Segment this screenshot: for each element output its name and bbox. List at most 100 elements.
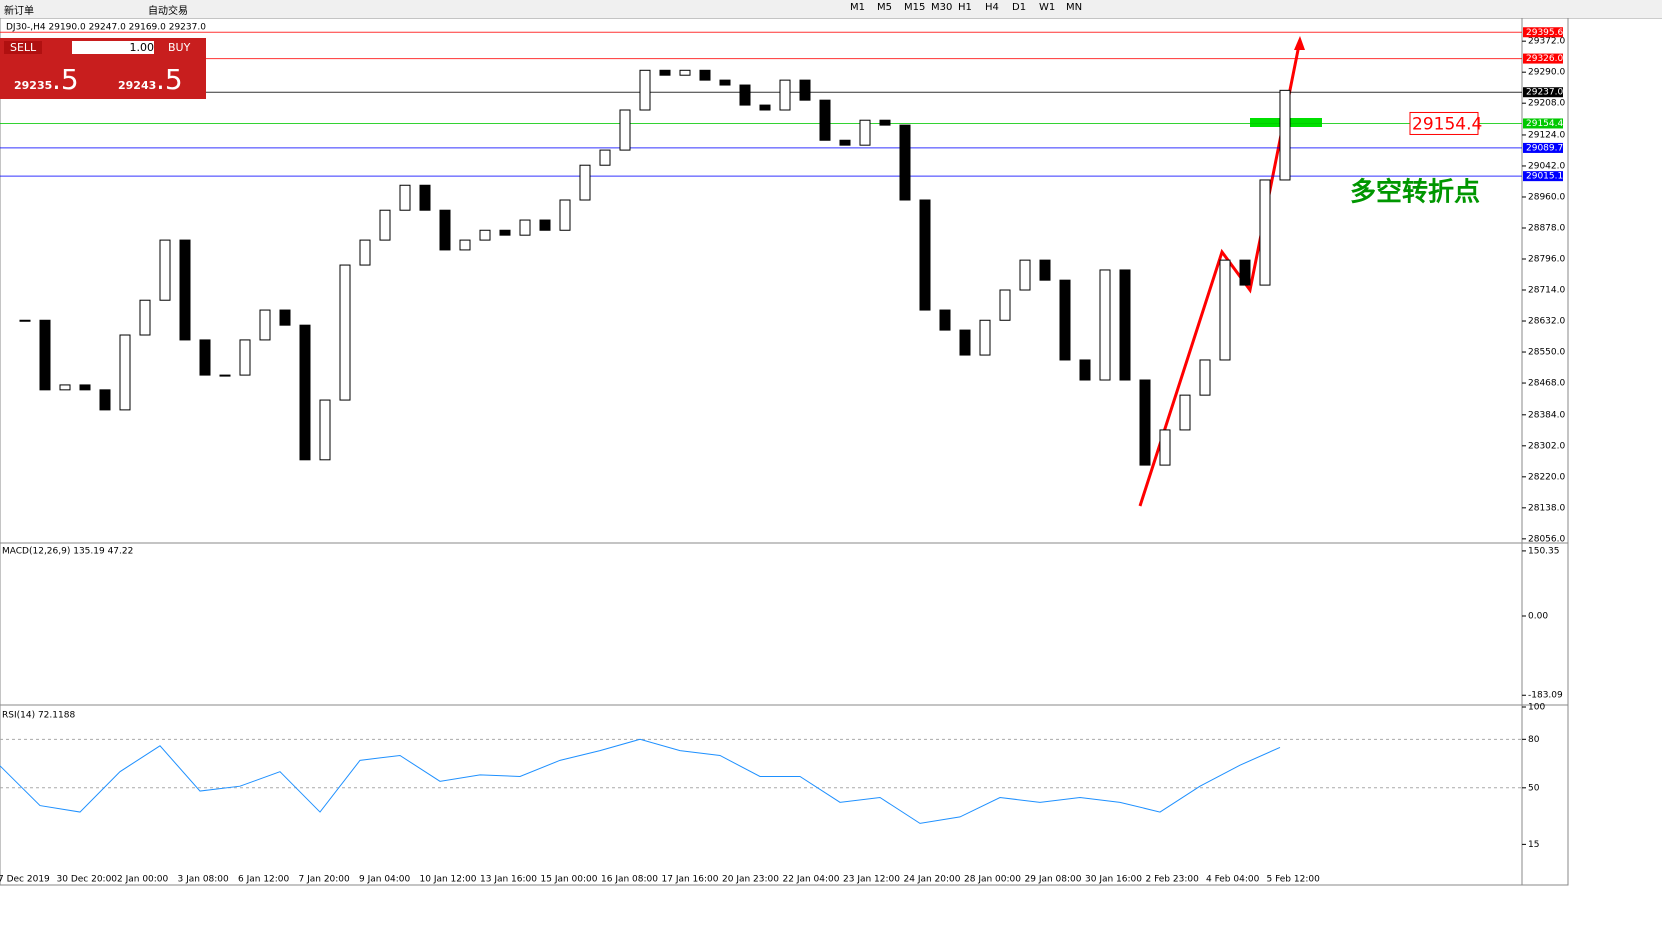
candle (1179, 394, 1191, 431)
price-box-label: 29154.4 (1412, 114, 1482, 134)
candle (379, 209, 391, 241)
y-tick-label: -183.09 (1528, 691, 1563, 701)
y-tick-label: 28138.0 (1528, 503, 1565, 513)
x-tick-label: 22 Jan 04:00 (783, 875, 840, 885)
timeframe-button[interactable]: M15 (904, 2, 926, 13)
candle (759, 104, 771, 111)
x-tick-label: 28 Jan 00:00 (964, 875, 1021, 885)
x-tick-label: 7 Jan 20:00 (299, 875, 351, 885)
candle (99, 389, 111, 411)
candle (219, 374, 231, 377)
candle (199, 339, 211, 376)
candle (779, 79, 791, 111)
candle (39, 319, 51, 391)
candle (359, 239, 371, 266)
auto-trading[interactable]: 自动交易 (148, 6, 188, 17)
candle (139, 299, 151, 336)
timeframe-button[interactable]: M1 (850, 2, 865, 13)
candle (539, 219, 551, 231)
y-tick-label: 29124.0 (1528, 130, 1565, 140)
timeframe-button[interactable]: MN (1066, 2, 1083, 13)
candle (479, 229, 491, 241)
y-tick-label: 28056.0 (1528, 534, 1565, 544)
new-order[interactable]: 新订单 (4, 6, 34, 17)
x-tick-label: 24 Jan 20:00 (904, 875, 961, 885)
buy-button[interactable]: BUY (168, 41, 191, 54)
candle (879, 119, 891, 126)
y-tick-label: 28796.0 (1528, 254, 1565, 264)
candle (19, 319, 31, 322)
y-tick-label: 50 (1528, 783, 1540, 793)
candle (239, 339, 251, 376)
candle (999, 289, 1011, 321)
annotation: 多空转折点 (1350, 177, 1480, 208)
x-tick-label: 23 Jan 12:00 (843, 875, 900, 885)
candle (919, 199, 931, 311)
candle (899, 124, 911, 201)
y-tick-label: 28632.0 (1528, 317, 1565, 327)
candle (559, 199, 571, 231)
x-tick-label: 16 Jan 08:00 (601, 875, 658, 885)
candle (459, 239, 471, 251)
y-tick-label: 28384.0 (1528, 410, 1565, 420)
candle (419, 184, 431, 211)
rsi-line (0, 738, 1281, 824)
timeframe-button[interactable]: H4 (985, 2, 999, 13)
y-tick-label: 80 (1528, 735, 1540, 745)
candle (1059, 279, 1071, 361)
candle (799, 79, 811, 101)
candle (1019, 259, 1031, 291)
candle (1039, 259, 1051, 281)
y-tick-label: 28220.0 (1528, 472, 1565, 482)
candle (839, 139, 851, 146)
x-tick-label: 17 Jan 16:00 (662, 875, 719, 885)
x-tick-label: 9 Jan 04:00 (359, 875, 411, 885)
lots-input[interactable]: 1.00 (72, 41, 154, 54)
candle (859, 119, 871, 146)
timeframe-button[interactable]: M30 (931, 2, 953, 13)
timeframe-button[interactable]: D1 (1012, 2, 1027, 13)
candle (119, 334, 131, 411)
level-label: 29237.0 (1526, 88, 1563, 98)
candle (519, 219, 531, 236)
trend-arrow (1138, 39, 1302, 507)
level-label: 29326.0 (1526, 54, 1563, 64)
buy-price: 29243 (118, 79, 157, 92)
candle (1079, 359, 1091, 381)
y-tick-label: 28302.0 (1528, 441, 1565, 451)
timeframe-button[interactable]: M5 (877, 2, 892, 13)
level-tag (1523, 118, 1563, 129)
candle (979, 319, 991, 356)
y-tick-label: 28878.0 (1528, 223, 1565, 233)
chart-header: DJ30-,H4 29190.0 29247.0 29169.0 29237.0 (6, 23, 206, 33)
timeframe-button[interactable]: H1 (958, 2, 972, 13)
y-tick-label: 150.35 (1528, 546, 1560, 556)
candle (499, 229, 511, 236)
candle (639, 69, 651, 111)
rsi-label: RSI(14) 72.1188 (2, 711, 75, 721)
toolbar: 新订单 自动交易 M1 M5 M15 M30 H1 H4 D1 W1 MN (0, 0, 1662, 19)
x-tick-label: 20 Jan 23:00 (722, 875, 779, 885)
sell-button[interactable]: SELL (4, 41, 43, 54)
sell-price: 29235 (14, 79, 53, 92)
chart-window: DJ30-,H4 29190.0 29247.0 29169.0 29237.0… (0, 18, 1569, 886)
y-tick-label: 28714.0 (1528, 286, 1565, 296)
y-tick-label: 100 (1528, 703, 1545, 713)
candle (599, 149, 611, 166)
candle (1159, 429, 1171, 466)
x-tick-label: 6 Jan 12:00 (238, 875, 290, 885)
y-tick-label: 28550.0 (1528, 348, 1565, 358)
y-tick-label: 29208.0 (1528, 99, 1565, 109)
y-tick-label: 29042.0 (1528, 161, 1565, 171)
level-tag (1523, 142, 1563, 153)
candle (179, 239, 191, 341)
chart-frame (0, 18, 1569, 886)
candle (1219, 259, 1231, 361)
timeframe-button[interactable]: W1 (1039, 2, 1056, 13)
order-panel: SELL 1.00 BUY 29235 .5 29243 .5 (0, 38, 206, 99)
level-label: 29395.6 (1526, 28, 1563, 38)
level-label: 29015.1 (1526, 172, 1563, 182)
y-tick-label: 29372.0 (1528, 37, 1565, 47)
candle (279, 309, 291, 326)
